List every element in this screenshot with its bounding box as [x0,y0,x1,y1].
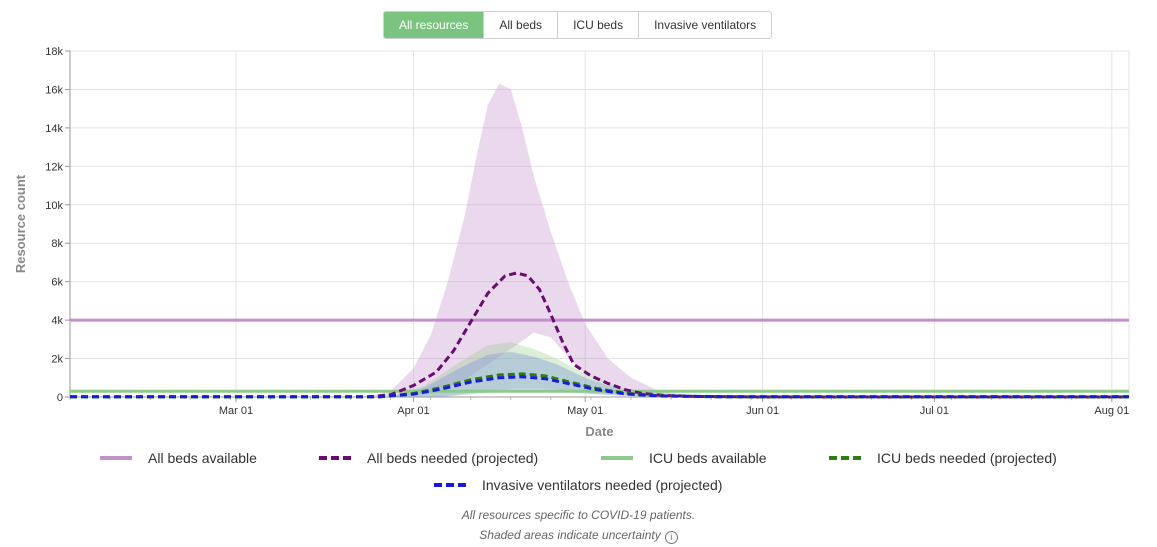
uncertainty-note: Shaded areas indicate uncertainty i [0,528,1157,544]
y-tick-label: 0 [57,392,63,404]
invasive-ventilators-needed-projected-line [70,375,1129,399]
y-tick-label: 14k [45,123,63,135]
legend-label: All beds needed (projected) [367,450,539,466]
y-tick-label: 2k [51,354,63,366]
y-tick-label: 16k [45,84,63,96]
legend-label: All beds available [148,450,257,466]
legend-swatch-all-beds-available [100,456,132,460]
legend-item-invasive-ventilators-needed[interactable]: Invasive ventilators needed (projected) [434,477,722,493]
tab-invasive-ventilators[interactable]: Invasive ventilators [638,12,771,38]
y-tick-label: 4k [51,315,63,327]
x-tick-label: Mar 01 [219,405,253,417]
all-beds-needed-projected-uncertainty-band [70,83,1129,397]
y-axis-title: Resource count [13,174,28,273]
x-tick-label: May 01 [567,405,603,417]
y-tick-label: 10k [45,200,63,212]
legend-swatch-invasive-ventilators-needed [434,483,466,487]
legend-item-icu-beds-needed[interactable]: ICU beds needed (projected) [829,450,1057,466]
legend-label: ICU beds available [649,450,767,466]
legend-item-all-beds-needed[interactable]: All beds needed (projected) [319,450,538,466]
x-axis-title: Date [585,424,613,439]
uncertainty-note-text: Shaded areas indicate uncertainty [479,528,661,542]
all-beds-needed-projected-line [70,271,1129,399]
chart-legend: All beds available All beds needed (proj… [0,446,1157,506]
resource-chart: 0 2k 4k 6k 8k 10k 12k 14k 16k 18k Mar 01 Apr 01 May … [13,46,1130,439]
plot-area [69,50,1130,398]
y-tick-label: 6k [51,277,63,289]
info-icon[interactable]: i [664,531,678,544]
legend-swatch-all-beds-needed [319,456,351,460]
legend-item-all-beds-available[interactable]: All beds available [100,450,257,466]
x-tick-label: Jul 01 [920,405,949,417]
legend-swatch-icu-beds-needed [829,456,861,460]
y-tick-label: 8k [51,238,63,250]
icu-beds-needed-projected-uncertainty-band [70,342,1129,397]
x-tick-label: Jun 01 [746,405,779,417]
legend-label: ICU beds needed (projected) [877,450,1057,466]
covid-note: All resources specific to COVID-19 patie… [0,508,1157,522]
covid-note-text: All resources specific to COVID-19 patie… [461,508,696,522]
legend-swatch-icu-beds-available [601,456,633,460]
resource-tabs: All resources All beds ICU beds Invasive… [383,11,773,39]
legend-item-icu-beds-available[interactable]: ICU beds available [601,450,767,466]
x-tick-label: Apr 01 [397,405,429,417]
tab-all-resources[interactable]: All resources [384,12,484,38]
tab-icu-beds[interactable]: ICU beds [557,12,638,38]
y-tick-label: 18k [45,46,63,58]
tab-all-beds[interactable]: All beds [483,12,557,38]
y-tick-label: 12k [45,161,63,173]
legend-label: Invasive ventilators needed (projected) [482,477,723,493]
x-tick-label: Aug 01 [1094,405,1129,417]
